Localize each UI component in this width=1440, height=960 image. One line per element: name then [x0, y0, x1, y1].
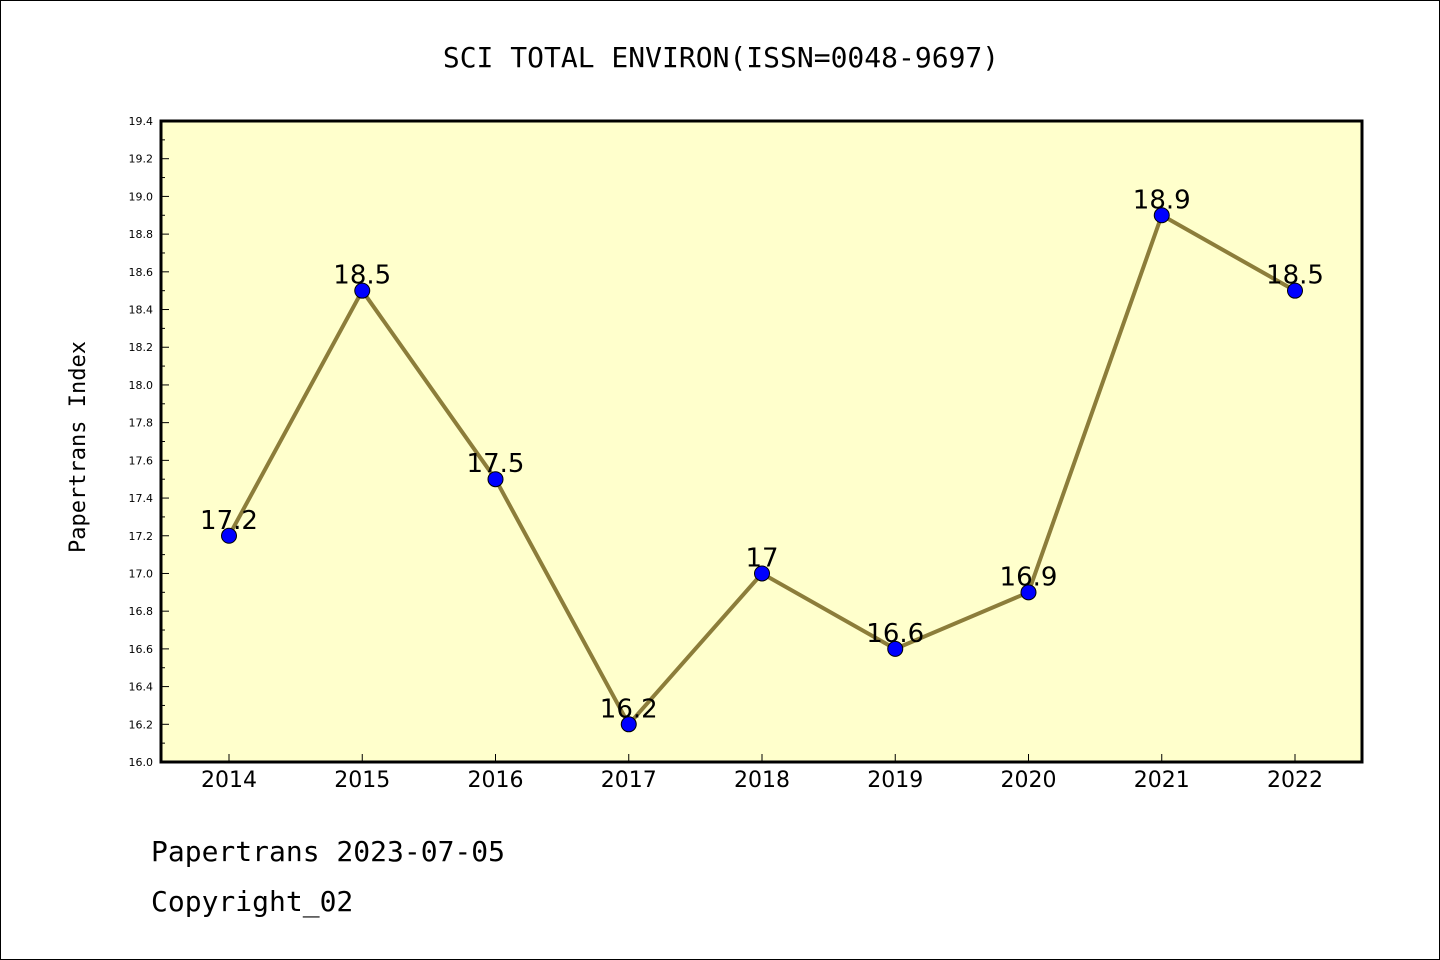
data-point — [221, 527, 237, 544]
x-tick-label: 2014 — [201, 768, 257, 793]
y-axis-label: Papertrans Index — [66, 341, 91, 553]
footer-copyright: Copyright_02 — [151, 885, 354, 918]
x-tick-label: 2017 — [601, 768, 657, 793]
data-label: 18.5 — [333, 261, 391, 291]
data-label: 17.2 — [200, 506, 258, 536]
y-tick-label: 16.6 — [129, 643, 154, 656]
x-tick-label: 2018 — [734, 768, 790, 793]
x-tick-label: 2016 — [468, 768, 524, 793]
x-tick-label: 2019 — [867, 768, 923, 793]
y-axis-ticks: 16.0 16.2 16.4 16.6 16.8 17.0 17.2 17.4 17.6 17.8… — [129, 115, 169, 769]
plot-area — [159, 119, 1364, 764]
data-point — [354, 282, 371, 299]
data-point — [1287, 282, 1303, 299]
data-point — [754, 565, 770, 582]
data-points — [221, 207, 1303, 733]
x-tick-label: 2021 — [1134, 768, 1190, 793]
chart-title: SCI TOTAL ENVIRON(ISSN=0048-9697) — [443, 41, 999, 74]
y-tick-label: 19.0 — [129, 190, 154, 203]
x-axis-ticks: 2014 2015 2016 2017 2018 2019 2020 2021 2022 — [201, 754, 1323, 793]
x-tick-label: 2015 — [334, 768, 390, 793]
y-tick-label: 16.0 — [129, 756, 154, 769]
y-tick-label: 18.8 — [129, 228, 154, 241]
data-label: 17.5 — [467, 449, 525, 479]
y-tick-label: 18.0 — [129, 379, 154, 392]
data-label: 18.9 — [1133, 185, 1191, 215]
x-tick-label: 2020 — [1001, 768, 1057, 793]
data-point — [620, 716, 637, 733]
y-tick-label: 19.4 — [129, 115, 154, 128]
data-label: 17 — [745, 543, 778, 573]
data-point — [887, 640, 904, 657]
data-label: 18.5 — [1266, 261, 1324, 291]
data-label: 16.2 — [600, 694, 658, 724]
data-labels: 17.2 18.5 17.5 16.2 17 16.6 16.9 18.9 18.5 — [200, 185, 1324, 724]
y-tick-label: 16.8 — [129, 605, 154, 618]
y-tick-label: 17.8 — [129, 417, 154, 430]
x-tick-label: 2022 — [1267, 768, 1323, 793]
footer-date: Papertrans 2023-07-05 — [151, 835, 506, 868]
y-tick-label: 18.2 — [129, 341, 154, 354]
y-tick-label: 19.2 — [129, 153, 154, 166]
y-tick-label: 17.0 — [129, 567, 154, 580]
y-tick-label: 16.2 — [129, 718, 154, 731]
y-tick-label: 17.4 — [129, 492, 154, 505]
data-point — [487, 471, 504, 488]
y-tick-label: 18.4 — [129, 304, 154, 317]
data-point — [1153, 207, 1170, 224]
data-label: 16.9 — [1000, 562, 1058, 592]
y-tick-label: 17.2 — [129, 530, 154, 543]
y-tick-label: 18.6 — [129, 266, 154, 279]
data-point — [1020, 584, 1037, 601]
y-tick-label: 16.4 — [129, 681, 154, 694]
y-tick-label: 17.6 — [129, 454, 154, 467]
data-label: 16.6 — [866, 619, 924, 649]
